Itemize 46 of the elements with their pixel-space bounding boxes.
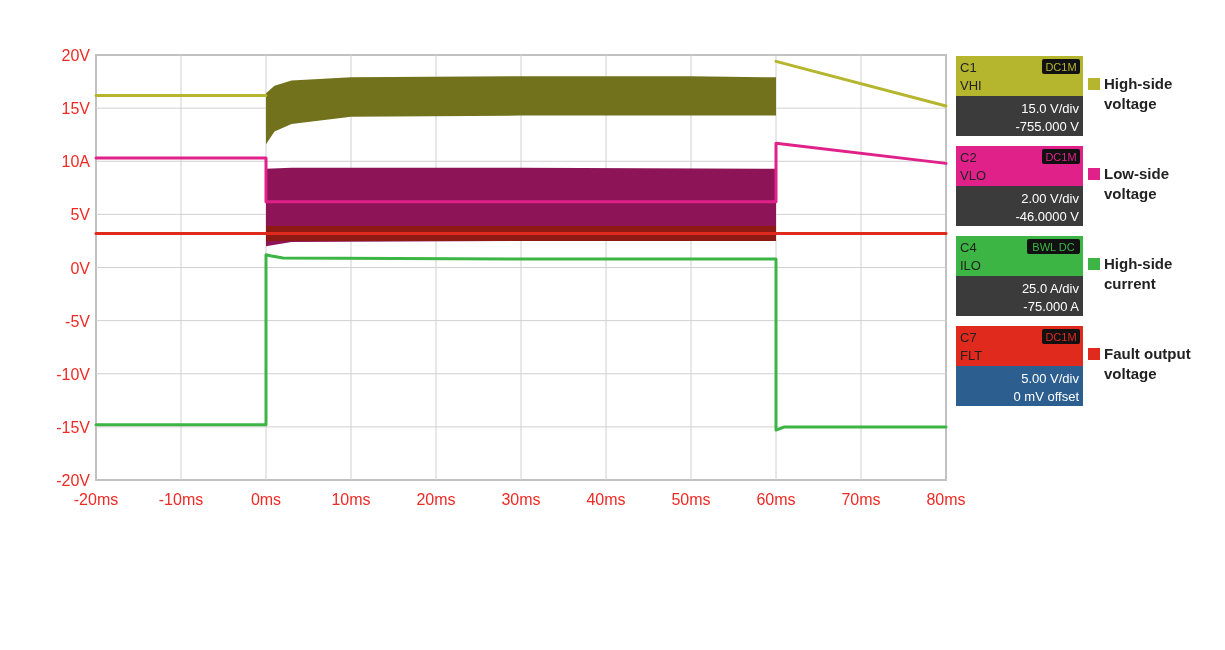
legend-label: High-side voltage: [1104, 75, 1173, 112]
text: 0 mV offset: [1013, 389, 1080, 404]
legend-label: Low-side voltage: [1104, 165, 1170, 202]
text: C7: [960, 330, 977, 345]
text: DC1M: [1045, 331, 1077, 343]
text: 15.0 V/div: [1021, 101, 1080, 116]
legend-label: Fault output voltage: [1104, 345, 1191, 382]
x-tick-label: 30ms: [501, 491, 541, 508]
text: 25.0 A/div: [1021, 281, 1080, 296]
text: 5.00 V/div: [1021, 371, 1080, 386]
line-series: [94, 141, 948, 204]
x-tick-label: 70ms: [841, 491, 881, 508]
x-tick-label: 10ms: [331, 491, 371, 508]
y-tick-label: -10V: [56, 365, 91, 383]
y-tick-label: 20V: [61, 47, 91, 64]
x-tick-label: 40ms: [586, 491, 626, 508]
y-tick-label: 0V: [70, 259, 91, 277]
x-tick-label: 50ms: [671, 491, 711, 508]
text: VHI: [960, 78, 982, 93]
text: 2.00 V/div: [1021, 191, 1080, 206]
text: VLO: [960, 168, 987, 183]
y-tick-label: -20V: [56, 472, 91, 489]
text: -46.0000 V: [1015, 209, 1080, 224]
text: ILO: [960, 258, 981, 273]
text: C2: [960, 150, 977, 165]
legend-label: High-side current: [1104, 255, 1173, 292]
text: C4: [960, 240, 977, 255]
line-series: [94, 253, 948, 432]
text: DC1M: [1045, 61, 1077, 73]
x-tick-label: -20ms: [73, 491, 119, 508]
y-tick-label: 5V: [70, 206, 91, 224]
text: C1: [960, 60, 977, 75]
x-tick-label: 80ms: [926, 491, 966, 508]
x-tick-label: 60ms: [756, 491, 796, 508]
text: BWL DC: [1032, 241, 1075, 253]
y-tick-label: 10A: [61, 153, 91, 171]
x-tick-label: 20ms: [416, 491, 456, 508]
text: -75.000 A: [1023, 299, 1080, 314]
x-tick-label: 0ms: [250, 491, 282, 508]
text: -755.000 V: [1015, 119, 1080, 134]
y-tick-label: -15V: [56, 418, 91, 436]
text: DC1M: [1045, 151, 1077, 163]
x-tick-label: -10ms: [158, 491, 204, 508]
y-tick-label: 15V: [61, 100, 91, 118]
y-tick-label: -5V: [65, 312, 91, 330]
text: FLT: [960, 348, 983, 363]
